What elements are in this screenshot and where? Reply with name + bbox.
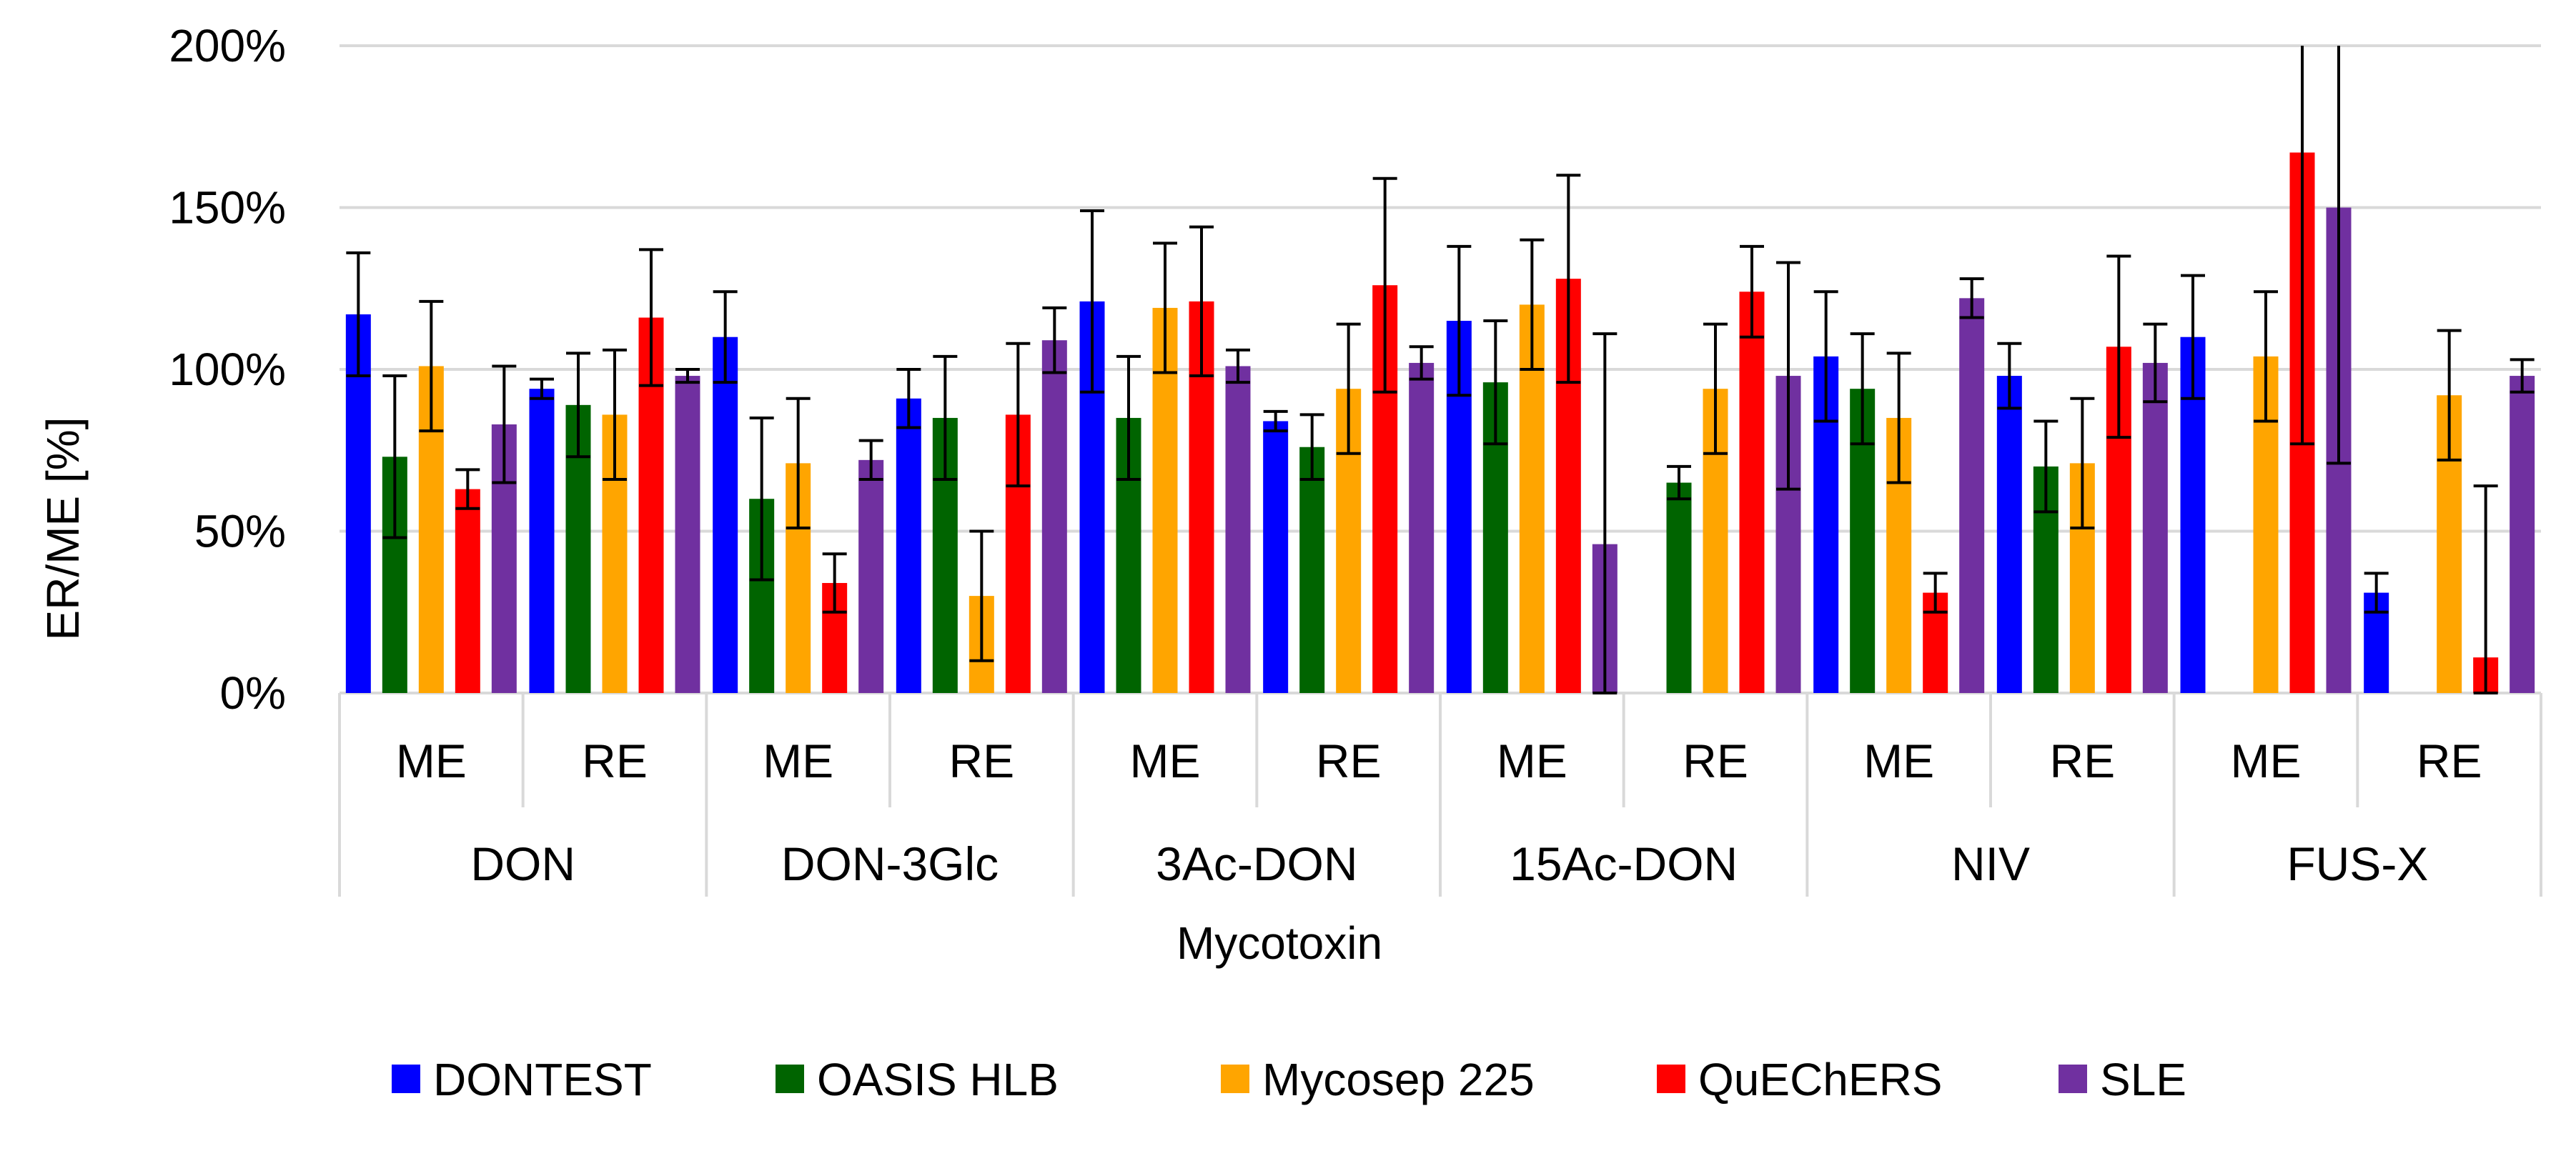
legend-swatch xyxy=(1221,1065,1249,1093)
legend-label: DONTEST xyxy=(433,1054,652,1105)
legend-label: QuEChERS xyxy=(1698,1054,1942,1105)
x-tick-label: RE xyxy=(2049,734,2115,787)
bar xyxy=(345,314,371,693)
legend-swatch xyxy=(392,1065,420,1093)
x-tick-label: ME xyxy=(1497,734,1567,787)
x-tick-label: ME xyxy=(763,734,833,787)
x-tick-label: RE xyxy=(948,734,1014,787)
x-tick-label: ME xyxy=(1863,734,1934,787)
legend-swatch xyxy=(776,1065,804,1093)
bar xyxy=(713,337,738,693)
group-label: DON-3Glc xyxy=(781,837,999,890)
y-tick-label: 100% xyxy=(169,344,286,395)
bar xyxy=(858,459,884,693)
x-tick-label: RE xyxy=(582,734,648,787)
bar xyxy=(529,389,555,693)
legend-label: Mycosep 225 xyxy=(1262,1054,1535,1105)
y-axis-label: ER/ME [%] xyxy=(37,417,89,641)
bar xyxy=(675,376,700,693)
bar xyxy=(1041,340,1067,693)
bar xyxy=(1996,376,2022,693)
bar xyxy=(1959,298,1985,694)
group-label: 15Ac-DON xyxy=(1510,837,1738,890)
bar xyxy=(1263,421,1289,693)
bar xyxy=(1225,366,1251,693)
legend-label: OASIS HLB xyxy=(817,1054,1059,1105)
group-label: NIV xyxy=(1951,837,2030,890)
bar xyxy=(1409,362,1435,693)
legend-swatch xyxy=(2059,1065,2087,1093)
bar xyxy=(1299,447,1325,693)
bar xyxy=(1666,482,1692,693)
bar xyxy=(2510,376,2535,693)
y-tick-label: 150% xyxy=(169,182,286,234)
bar xyxy=(1739,292,1765,693)
x-tick-label: ME xyxy=(2231,734,2302,787)
y-tick-label: 50% xyxy=(194,506,286,557)
bar xyxy=(896,398,921,693)
x-tick-label: RE xyxy=(1316,734,1382,787)
bar xyxy=(2142,362,2168,693)
x-tick-label: ME xyxy=(1130,734,1201,787)
legend-swatch xyxy=(1657,1065,1685,1093)
x-tick-label: RE xyxy=(1683,734,1748,787)
x-tick-label: ME xyxy=(396,734,467,787)
y-tick-label: 200% xyxy=(169,20,286,71)
group-label: 3Ac-DON xyxy=(1156,837,1357,890)
x-tick-label: RE xyxy=(2417,734,2482,787)
y-tick-label: 0% xyxy=(220,667,287,719)
x-axis-label: Mycotoxin xyxy=(1176,917,1382,969)
bar xyxy=(455,489,480,693)
group-label: FUS-X xyxy=(2287,837,2428,890)
legend-label: SLE xyxy=(2100,1054,2186,1105)
group-label: DON xyxy=(470,837,575,890)
